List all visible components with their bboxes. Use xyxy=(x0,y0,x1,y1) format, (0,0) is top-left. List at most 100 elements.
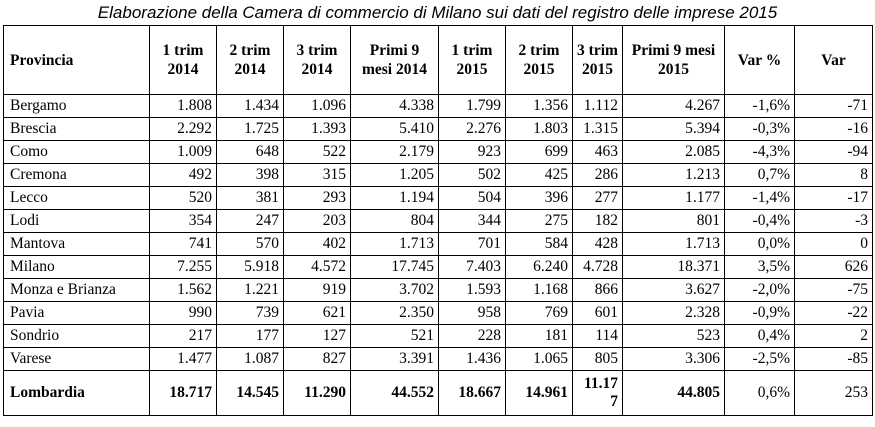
total-cell: 18.667 xyxy=(438,370,506,416)
table-cell: 626 xyxy=(794,255,873,279)
table-cell: 275 xyxy=(505,209,573,233)
table-cell: 0,7% xyxy=(724,163,795,187)
table-cell: 801 xyxy=(622,209,725,233)
province-name: Como xyxy=(3,140,150,164)
table-cell: 520 xyxy=(149,186,217,210)
table-cell: 1.009 xyxy=(149,140,217,164)
table-cell: 1.221 xyxy=(216,278,284,302)
table-cell: 181 xyxy=(505,324,573,348)
table-cell: 203 xyxy=(283,209,351,233)
table-cell: 1.593 xyxy=(438,278,506,302)
table-cell: 1.436 xyxy=(438,347,506,371)
header-row: Provincia 1 trim 2014 2 trim 2014 3 trim 20… xyxy=(3,25,873,95)
table-cell: 3.627 xyxy=(622,278,725,302)
province-name: Milano xyxy=(3,255,150,279)
table-cell: 1.799 xyxy=(438,94,506,118)
table-row: Bergamo 1.808 1.434 1.096 4.338 1.799 1.356 1.1… xyxy=(3,94,873,118)
table-cell: 958 xyxy=(438,301,506,325)
table-cell: 7.255 xyxy=(149,255,217,279)
table-cell: 6.240 xyxy=(505,255,573,279)
table-cell: -4,3% xyxy=(724,140,795,164)
table-cell: 699 xyxy=(505,140,573,164)
province-name: Monza e Brianza xyxy=(3,278,150,302)
table-cell: 3.306 xyxy=(622,347,725,371)
table-row: Sondrio 217 177 127 521 228 181 114 523 0,4% 2 xyxy=(3,324,873,348)
table-cell: 398 xyxy=(216,163,284,187)
table-cell: 1.713 xyxy=(622,232,725,256)
table-cell: 1.065 xyxy=(505,347,573,371)
table-cell: 428 xyxy=(572,232,623,256)
table-cell: 2.179 xyxy=(350,140,439,164)
table-cell: 17.745 xyxy=(350,255,439,279)
table-cell: 523 xyxy=(622,324,725,348)
table-row: Como 1.009 648 522 2.179 923 699 463 2.085 -4,3% -… xyxy=(3,140,873,164)
total-cell: 11.290 xyxy=(283,370,351,416)
table-cell: -16 xyxy=(794,117,873,141)
table-row: Lecco 520 381 293 1.194 504 396 277 1.177 -1,4% -1… xyxy=(3,186,873,210)
table-cell: 1.205 xyxy=(350,163,439,187)
table-cell: 1.213 xyxy=(622,163,725,187)
table-cell: 741 xyxy=(149,232,217,256)
total-cell: 0,6% xyxy=(724,370,795,416)
table-cell: 739 xyxy=(216,301,284,325)
table-cell: 919 xyxy=(283,278,351,302)
table-cell: 293 xyxy=(283,186,351,210)
table-cell: 5.394 xyxy=(622,117,725,141)
table-cell: 827 xyxy=(283,347,351,371)
table-cell: 1.168 xyxy=(505,278,573,302)
table-cell: 344 xyxy=(438,209,506,233)
table-cell: 4.338 xyxy=(350,94,439,118)
table-cell: 601 xyxy=(572,301,623,325)
table-cell: -3 xyxy=(794,209,873,233)
total-cell: 14.961 xyxy=(505,370,573,416)
table-cell: 769 xyxy=(505,301,573,325)
table-cell: 502 xyxy=(438,163,506,187)
table-cell: 402 xyxy=(283,232,351,256)
table-cell: 1.562 xyxy=(149,278,217,302)
table-cell: 990 xyxy=(149,301,217,325)
total-cell: 11.177 xyxy=(572,370,623,416)
table-cell: -22 xyxy=(794,301,873,325)
data-table: Provincia 1 trim 2014 2 trim 2014 3 trim 20… xyxy=(3,25,873,416)
table-cell: -0,3% xyxy=(724,117,795,141)
table-cell: -94 xyxy=(794,140,873,164)
province-name: Sondrio xyxy=(3,324,150,348)
province-name: Cremona xyxy=(3,163,150,187)
table-cell: -75 xyxy=(794,278,873,302)
province-name: Mantova xyxy=(3,232,150,256)
table-cell: 3,5% xyxy=(724,255,795,279)
column-header: 3 trim 2015 xyxy=(572,25,623,95)
table-cell: 923 xyxy=(438,140,506,164)
table-cell: 2.085 xyxy=(622,140,725,164)
table-cell: -1,4% xyxy=(724,186,795,210)
table-cell: 315 xyxy=(283,163,351,187)
table-cell: 1.112 xyxy=(572,94,623,118)
table-cell: 396 xyxy=(505,186,573,210)
total-cell: 14.545 xyxy=(216,370,284,416)
table-row: Varese 1.477 1.087 827 3.391 1.436 1.065 805 3.3… xyxy=(3,347,873,371)
table-cell: 0 xyxy=(794,232,873,256)
total-cell: 44.805 xyxy=(622,370,725,416)
table-cell: 127 xyxy=(283,324,351,348)
total-cell: 44.552 xyxy=(350,370,439,416)
table-row: Brescia 2.292 1.725 1.393 5.410 2.276 1.803 1.3… xyxy=(3,117,873,141)
table-cell: 1.177 xyxy=(622,186,725,210)
table-cell: 522 xyxy=(283,140,351,164)
table-cell: 701 xyxy=(438,232,506,256)
table-cell: 5.410 xyxy=(350,117,439,141)
total-cell: 18.717 xyxy=(149,370,217,416)
province-name: Lodi xyxy=(3,209,150,233)
table-cell: 381 xyxy=(216,186,284,210)
table-cell: 277 xyxy=(572,186,623,210)
table-cell: 2.292 xyxy=(149,117,217,141)
table-cell: 866 xyxy=(572,278,623,302)
table-cell: -1,6% xyxy=(724,94,795,118)
table-cell: -2,5% xyxy=(724,347,795,371)
table-cell: 1.087 xyxy=(216,347,284,371)
table-cell: 1.434 xyxy=(216,94,284,118)
table-cell: 18.371 xyxy=(622,255,725,279)
table-cell: 1.808 xyxy=(149,94,217,118)
table-cell: 1.477 xyxy=(149,347,217,371)
table-cell: -17 xyxy=(794,186,873,210)
table-cell: 2 xyxy=(794,324,873,348)
